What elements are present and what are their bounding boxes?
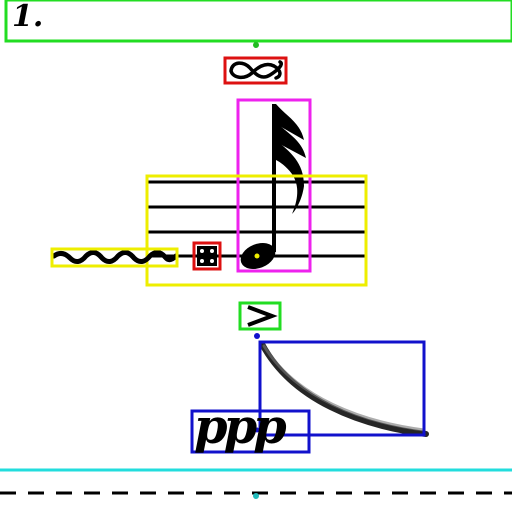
accidental-box — [192, 241, 222, 271]
accent-box — [238, 301, 282, 331]
trill-wavy-line-icon — [51, 250, 179, 264]
slur-box — [258, 340, 426, 437]
note-box — [236, 98, 312, 273]
trill-box — [50, 247, 179, 268]
accent-icon — [247, 305, 278, 327]
measure-box — [4, 0, 512, 43]
measure-number: 1. — [12, 0, 44, 34]
dynamics-anchor — [254, 427, 260, 433]
note-flag — [276, 122, 306, 158]
note-anchor — [254, 253, 260, 259]
system-anchor — [253, 493, 259, 499]
note-flag — [276, 140, 304, 214]
accent-anchor — [254, 333, 260, 339]
sixteenth-note-icon — [240, 104, 306, 270]
measure-anchor — [253, 42, 259, 48]
double-sharp-icon — [197, 246, 217, 266]
note-flag — [276, 104, 304, 140]
turn-box — [223, 56, 288, 85]
dynamics-marking: ppp — [194, 399, 287, 455]
slur-curve-icon — [259, 341, 429, 437]
turn-ornament-icon — [229, 60, 283, 80]
staff-box — [145, 174, 368, 287]
dynamics-box — [190, 409, 311, 454]
